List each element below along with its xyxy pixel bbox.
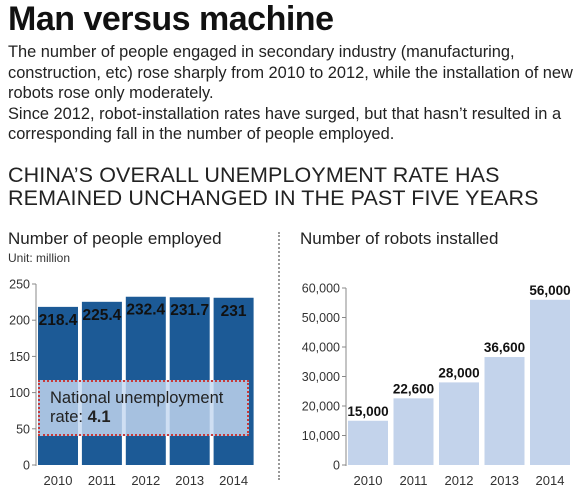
headline: Man versus machine [8, 0, 334, 38]
robots-tick-label: 10,000 [302, 429, 340, 443]
robots-bar [530, 299, 570, 465]
subheadline-line-2: remained unchanged in the past five year… [8, 186, 539, 210]
employed-tick-label: 100 [9, 386, 30, 400]
robots-data-label: 22,600 [393, 381, 434, 396]
chart-divider [278, 232, 280, 480]
robots-tick-label: 0 [333, 459, 340, 473]
employed-x-label: 2012 [131, 473, 160, 488]
robots-data-label: 28,000 [438, 365, 479, 380]
unemployment-rate-label: National unemployment rate: [50, 389, 224, 426]
employed-tick-label: 50 [16, 422, 30, 436]
robots-x-label: 2012 [445, 473, 474, 488]
robots-tick-label: 50,000 [302, 311, 340, 325]
robots-tick-label: 20,000 [302, 400, 340, 414]
employed-data-label: 225.4 [83, 307, 122, 324]
robots-bar [393, 398, 434, 465]
employed-x-label: 2010 [44, 473, 73, 488]
unemployment-rate-value: 4.1 [87, 408, 111, 426]
employed-x-label: 2011 [88, 473, 116, 488]
employed-data-label: 231.7 [170, 302, 209, 319]
intro-text: The number of people engaged in secondar… [8, 42, 583, 145]
subheadline: China’s overall unemployment rate has re… [8, 164, 583, 210]
unemployment-rate-box: National unemployment rate: 4.1 [38, 380, 249, 436]
robots-x-label: 2014 [536, 473, 565, 488]
robots-bar [439, 382, 479, 465]
robots-data-label: 15,000 [347, 404, 388, 419]
employed-data-label: 231 [221, 303, 247, 320]
robots-bar [484, 357, 525, 465]
intro-paragraph-2: Since 2012, robot-installation rates hav… [8, 104, 562, 144]
robots-data-label: 56,000 [529, 283, 570, 298]
employed-tick-label: 0 [23, 459, 30, 473]
robots-x-label: 2010 [354, 473, 383, 488]
employed-chart-title: Number of people employed [8, 229, 222, 248]
robots-x-label: 2013 [490, 473, 519, 488]
robots-tick-label: 40,000 [302, 341, 340, 355]
robots-tick-label: 60,000 [302, 282, 340, 296]
employed-tick-label: 150 [9, 350, 30, 364]
robots-x-label: 2011 [400, 473, 428, 488]
employed-tick-label: 250 [9, 278, 30, 292]
employed-data-label: 218.4 [39, 312, 78, 329]
employed-data-label: 232.4 [126, 302, 165, 319]
unemployment-rate-text: National unemployment rate: 4.1 [50, 389, 247, 427]
intro-paragraph-1: The number of people engaged in secondar… [8, 43, 573, 102]
employed-x-label: 2014 [219, 473, 248, 488]
robots-data-label: 36,600 [484, 340, 525, 355]
robots-tick-label: 30,000 [302, 370, 340, 384]
robots-bar [348, 420, 388, 465]
subheadline-line-1: China’s overall unemployment rate has [8, 163, 500, 187]
employed-chart-unit: Unit: million [8, 251, 71, 265]
employed-x-label: 2013 [175, 473, 204, 488]
robots-chart-title: Number of robots installed [300, 229, 499, 248]
employed-tick-label: 200 [9, 314, 30, 328]
